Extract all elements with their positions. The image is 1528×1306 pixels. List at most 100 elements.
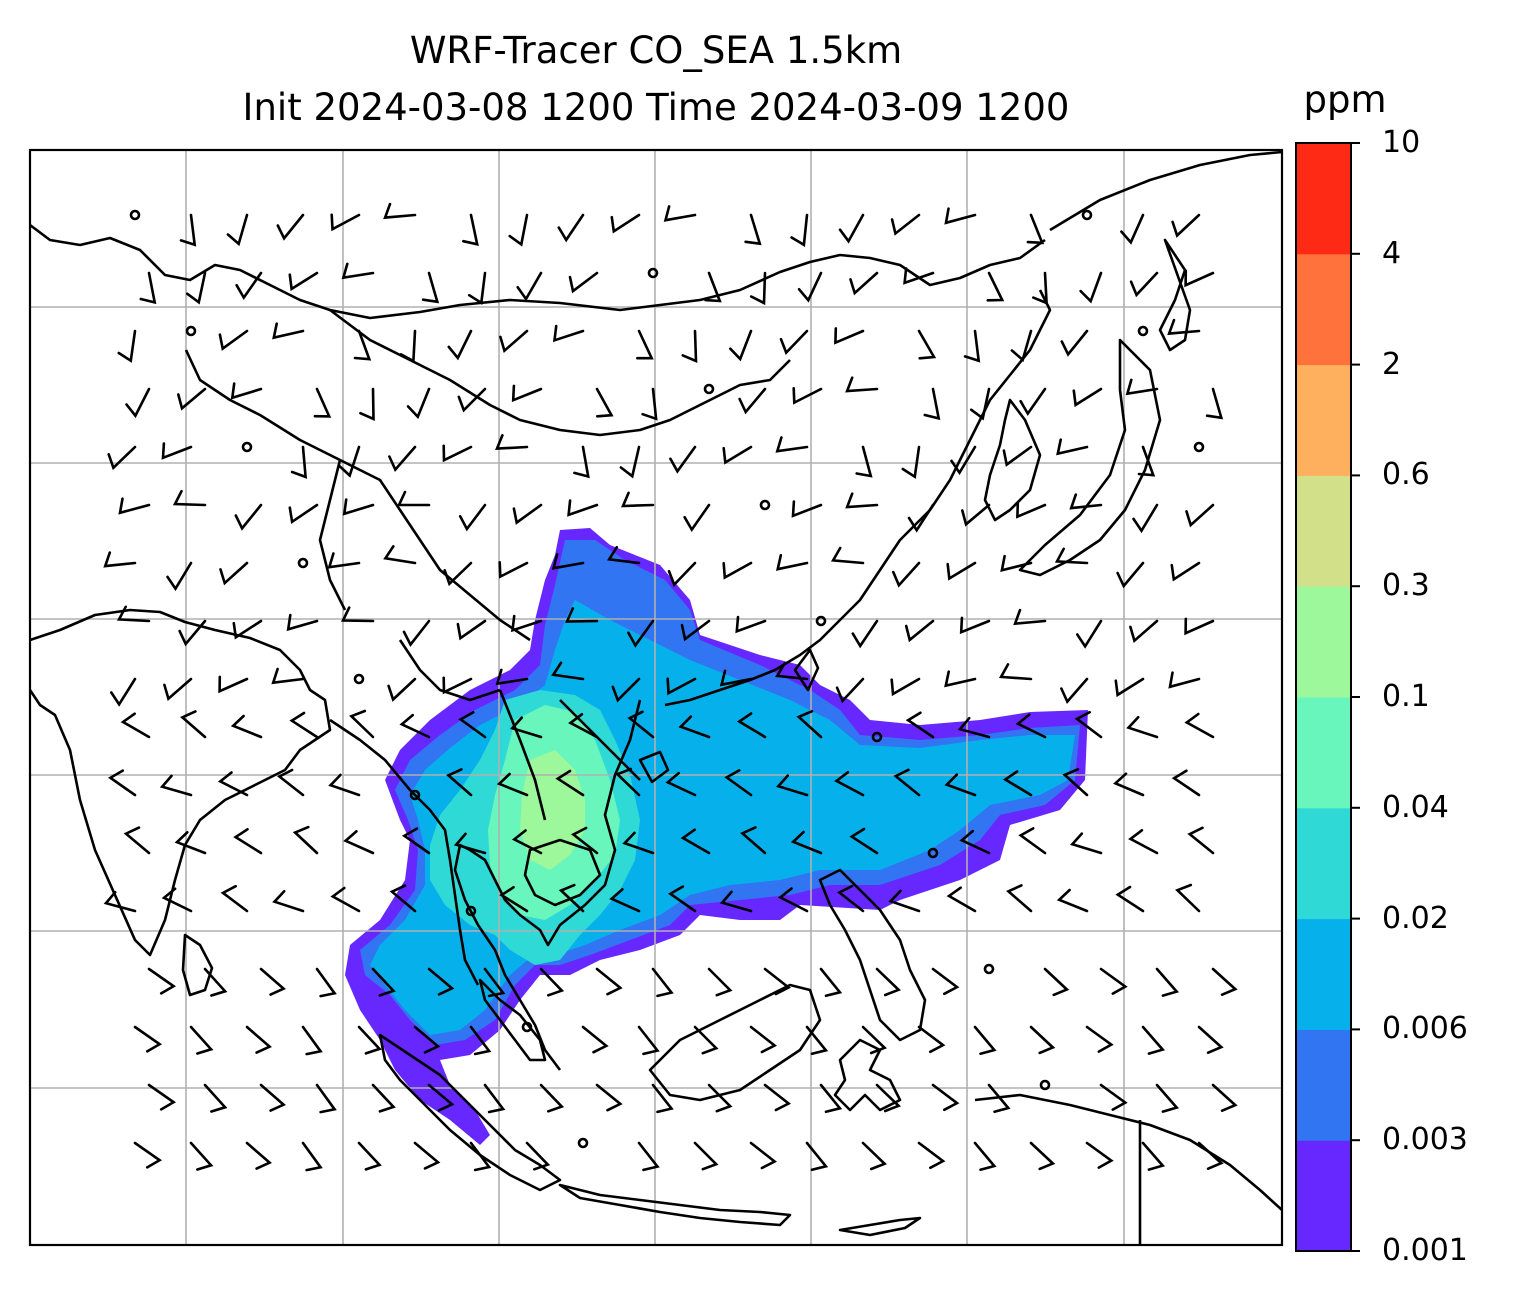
wind-barb <box>508 213 529 247</box>
coastlines <box>30 150 1282 1245</box>
wind-barb <box>719 669 753 687</box>
colorbar-segment <box>1296 1140 1351 1252</box>
wind-barb <box>457 387 487 413</box>
wind-barb <box>1002 445 1033 467</box>
wind-barb <box>1211 967 1238 996</box>
wind-barb <box>525 1141 551 1171</box>
wind-barb <box>749 271 767 306</box>
wind-barb <box>963 329 981 363</box>
wind-barb <box>288 503 319 525</box>
wind-barb <box>230 382 263 400</box>
colorbar-tick-label: 0.001 <box>1382 1233 1468 1268</box>
wind-barb <box>834 771 865 797</box>
wind-barb <box>107 445 137 471</box>
wind-barb <box>1125 378 1159 396</box>
wind-barb <box>1113 772 1145 797</box>
korea-peninsula <box>983 398 1042 522</box>
new-guinea-coastline <box>974 1093 1282 1211</box>
wind-barb <box>595 1083 623 1112</box>
wind-barb <box>117 329 137 363</box>
wind-barb <box>1006 884 1033 913</box>
wind-barb <box>396 490 431 507</box>
wind-barb <box>890 677 921 697</box>
japan-honshu <box>1018 338 1162 577</box>
calm-wind-marker <box>521 1021 533 1033</box>
wind-barb <box>495 668 529 686</box>
wind-barb <box>1099 967 1128 995</box>
russia-far-east <box>1049 150 1282 232</box>
wind-barb <box>1197 1141 1224 1170</box>
wind-barb <box>120 712 151 739</box>
wind-barb <box>888 889 921 913</box>
calm-wind-marker <box>297 557 309 569</box>
wind-barb <box>217 771 249 797</box>
wind-barb <box>946 561 977 581</box>
wind-barb <box>399 713 431 739</box>
colorbar-tick-label: 0.02 <box>1382 900 1449 936</box>
wind-barb <box>1069 832 1103 855</box>
wind-barb <box>301 1025 323 1056</box>
calm-wind-marker <box>241 441 253 453</box>
wind-barb <box>680 619 711 642</box>
colorbar-segment <box>1296 143 1351 255</box>
wind-barb <box>961 503 991 527</box>
wind-barb <box>1114 677 1145 698</box>
wind-barb <box>371 967 396 997</box>
wind-barb <box>123 826 151 855</box>
indochina-coastline <box>453 699 642 1071</box>
wind-barb <box>973 1025 997 1055</box>
wind-barb <box>1126 715 1159 739</box>
wind-barb <box>568 271 599 294</box>
wind-barb <box>904 619 935 643</box>
wind-barb <box>259 967 286 996</box>
wind-barb <box>218 329 249 351</box>
inland-borders <box>184 349 641 821</box>
wind-barb <box>272 322 305 340</box>
calm-wind-marker <box>185 325 197 337</box>
wind-barb <box>469 1141 492 1172</box>
wind-barb <box>166 561 193 592</box>
wind-barb <box>1018 827 1047 855</box>
wind-barb <box>110 677 137 707</box>
wind-barb <box>189 1025 214 1055</box>
wind-barb <box>707 1083 733 1113</box>
wind-barb <box>442 676 473 695</box>
wind-barb <box>740 826 767 855</box>
wind-barb <box>271 667 305 685</box>
wind-barb <box>838 213 865 244</box>
wind-barb <box>641 387 658 421</box>
wind-barb <box>203 1083 228 1113</box>
wind-barb <box>551 553 585 570</box>
wind-barb <box>905 711 935 739</box>
wind-barb <box>1141 1141 1166 1171</box>
wind-barb <box>499 886 529 913</box>
wind-barb <box>330 213 361 232</box>
wind-barb <box>683 503 711 533</box>
wind-barb <box>875 1083 901 1113</box>
calm-wind-marker <box>353 673 365 685</box>
timor-coastline <box>838 1216 922 1237</box>
wind-barb <box>917 329 937 360</box>
wind-barb <box>973 1141 997 1171</box>
wind-barb <box>1155 1083 1180 1113</box>
wind-barb <box>1054 547 1089 565</box>
wind-barb <box>539 967 565 997</box>
calm-wind-marker <box>815 615 827 627</box>
calm-wind-marker <box>759 499 771 511</box>
wind-barb <box>680 828 711 855</box>
wind-barb <box>203 967 228 997</box>
wind-barb <box>693 1141 719 1171</box>
wind-barb <box>581 1025 609 1054</box>
wind-barb <box>835 677 865 704</box>
wind-barb <box>998 663 1033 681</box>
japan-hokkaido <box>1158 238 1192 352</box>
wind-barb <box>651 1083 674 1114</box>
wind-barb <box>901 445 921 479</box>
wind-barb <box>421 271 440 304</box>
wind-barb <box>903 267 935 285</box>
wind-barb <box>779 329 809 355</box>
map-frame <box>28 148 1284 1247</box>
calm-wind-marker <box>1137 325 1149 337</box>
wind-barb <box>328 773 361 797</box>
wind-barb <box>667 561 697 587</box>
